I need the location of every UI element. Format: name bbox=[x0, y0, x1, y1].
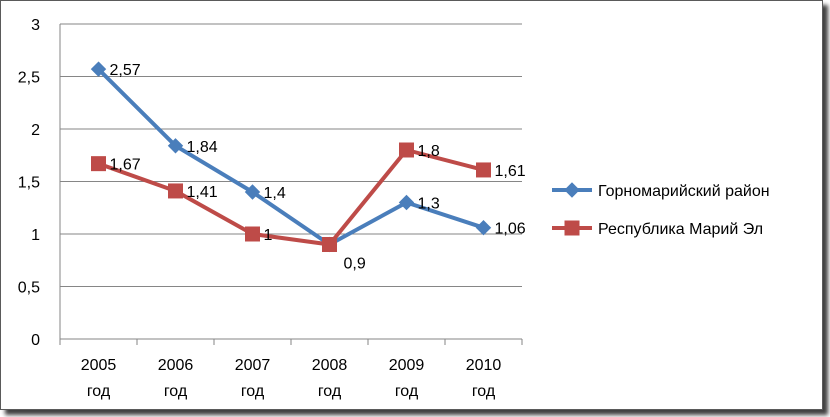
data-label: 0,9 bbox=[344, 256, 366, 273]
data-label: 1,84 bbox=[187, 139, 218, 156]
data-label: 1,67 bbox=[110, 157, 141, 174]
data-point bbox=[91, 156, 106, 172]
data-point bbox=[322, 237, 337, 252]
y-tick-label: 2 bbox=[31, 122, 40, 139]
x-tick-label: год bbox=[241, 383, 265, 400]
x-tick-label: год bbox=[395, 383, 419, 400]
x-tick-label: 2007 bbox=[235, 357, 271, 374]
x-tick-label: 2005 bbox=[81, 357, 117, 374]
x-tick-label: 2010 bbox=[466, 357, 502, 374]
x-tick-label: 2008 bbox=[312, 357, 348, 374]
data-label: 1,41 bbox=[187, 184, 218, 201]
data-label: 1,61 bbox=[495, 163, 526, 180]
x-tick-label: год bbox=[87, 383, 111, 400]
data-point bbox=[399, 142, 414, 158]
data-label: 1 bbox=[264, 227, 273, 244]
legend-label: Республика Марий Эл bbox=[598, 221, 763, 238]
data-point bbox=[398, 194, 415, 211]
data-label: 1,06 bbox=[495, 221, 526, 238]
legend-marker bbox=[564, 220, 580, 236]
series-line bbox=[97, 67, 485, 247]
y-tick-label: 1,5 bbox=[18, 175, 40, 192]
data-point bbox=[167, 138, 184, 154]
x-tick-label: год bbox=[164, 383, 188, 400]
data-point bbox=[90, 61, 107, 77]
data-label: 1,3 bbox=[418, 196, 440, 213]
y-tick-label: 0,5 bbox=[18, 280, 40, 297]
data-label: 1,4 bbox=[264, 185, 286, 202]
data-label: 1,8 bbox=[418, 143, 440, 160]
y-tick-label: 1 bbox=[31, 227, 40, 244]
data-point bbox=[168, 183, 183, 199]
series-line bbox=[97, 148, 485, 247]
data-point bbox=[475, 219, 492, 236]
data-point bbox=[244, 184, 261, 200]
data-label: 2,57 bbox=[110, 62, 141, 79]
data-point bbox=[245, 226, 260, 242]
data-point bbox=[476, 162, 491, 178]
legend-label: Горномарийский район bbox=[598, 183, 770, 200]
y-tick-label: 0 bbox=[31, 332, 40, 349]
x-tick-label: 2009 bbox=[389, 357, 425, 374]
x-tick-label: 2006 bbox=[158, 357, 194, 374]
y-tick-label: 2,5 bbox=[18, 70, 40, 87]
x-tick-label: год bbox=[318, 383, 342, 400]
y-tick-label: 3 bbox=[31, 17, 40, 34]
legend-marker bbox=[564, 182, 580, 198]
x-tick-label: год bbox=[472, 383, 496, 400]
